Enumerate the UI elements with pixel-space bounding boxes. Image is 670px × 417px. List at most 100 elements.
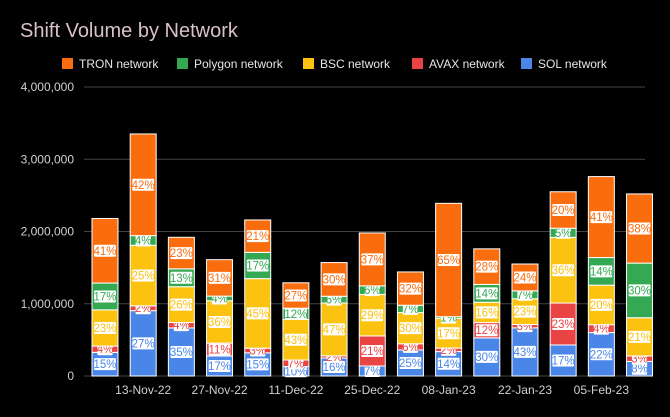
data-label: 6% [402, 342, 419, 354]
data-label: 41% [590, 212, 613, 224]
data-label-bg [94, 321, 116, 334]
data-label: 47% [323, 324, 346, 336]
data-label: 28% [475, 262, 498, 274]
bar-stack[interactable]: 35% 4% 26% 13% 23% [167, 236, 195, 377]
x-tick-label: 11-Dec-22 [268, 383, 323, 397]
bar-stack[interactable]: 15% 4% 23% 17% 41% [91, 217, 119, 377]
data-label-bg [170, 298, 193, 311]
y-tick-label: 1,000,000 [21, 297, 75, 311]
data-label: 6% [326, 295, 343, 307]
bar-stack[interactable]: 17%11%36%4%31% [206, 259, 234, 377]
bar-stack[interactable]: 16%2%47%6%30% [320, 262, 348, 377]
legend-item[interactable]: BSC network [303, 57, 391, 71]
data-label-bg [514, 305, 536, 318]
data-label: 43% [284, 335, 307, 347]
data-label: 30% [475, 352, 498, 364]
data-label-bg [475, 287, 498, 300]
data-label-bg [132, 337, 155, 350]
data-label: 4% [173, 320, 190, 332]
data-label: 15% [93, 359, 116, 371]
data-label-bg [170, 271, 193, 284]
data-label-bg [323, 273, 345, 286]
legend-item[interactable]: Polygon network [177, 57, 284, 71]
data-label: 6% [364, 285, 381, 297]
data-label: 21% [246, 231, 269, 243]
data-label-bg [590, 348, 613, 361]
data-label: 7% [517, 290, 534, 302]
data-label: 12% [284, 309, 307, 321]
y-tick-label: 3,000,000 [21, 152, 75, 166]
data-label-bg [246, 358, 269, 371]
x-tick-label: 05-Feb-23 [574, 383, 630, 397]
data-label-bg [437, 327, 460, 340]
data-label: 17% [437, 328, 460, 340]
data-label-bg [246, 230, 269, 243]
legend-label: Polygon network [194, 57, 284, 71]
bar-stack[interactable]: 7% 21% 29% 6% 37% [358, 232, 386, 378]
data-label-bg [593, 322, 609, 335]
data-label: 36% [552, 265, 575, 277]
data-label: 31% [208, 273, 231, 285]
data-label-bg [552, 318, 575, 331]
bar-stack[interactable]: 8%3% 21% 30% 38% [626, 193, 654, 377]
data-label-bg [475, 306, 498, 319]
data-label: 17% [246, 261, 269, 273]
data-label: 12% [475, 325, 498, 337]
data-label: 7% [364, 366, 381, 378]
data-label: 20% [590, 300, 613, 312]
data-label: 14% [475, 288, 498, 300]
y-tick-label: 0 [67, 369, 74, 383]
data-label-bg [514, 271, 536, 284]
data-label-bg [475, 350, 498, 363]
data-label: 21% [628, 332, 651, 344]
data-label: 27% [284, 291, 307, 303]
data-label: 3% [631, 354, 648, 366]
data-label: 30% [323, 274, 346, 286]
bar-stack[interactable]: 22% 4% 20% 14% 41% [587, 176, 615, 377]
data-label: 29% [361, 310, 384, 322]
x-tick-label: 27-Nov-22 [192, 383, 248, 397]
data-label-bg [208, 271, 231, 284]
bar-stack[interactable]: 25% 6% 30% 7% 32% [396, 271, 424, 377]
data-label: 45% [246, 308, 269, 320]
bar-stack[interactable]: 43%3%23%7%24% [511, 263, 539, 377]
data-label: 4% [135, 235, 152, 247]
data-label: 41% [93, 246, 116, 258]
y-tick-label: 4,000,000 [21, 80, 75, 94]
data-label: 10% [284, 366, 307, 378]
data-label: 20% [552, 205, 575, 217]
data-label-bg [555, 226, 571, 239]
y-tick-label: 2,000,000 [21, 225, 75, 239]
axis-layer: 0 1,000,000 2,000,000 3,000,000 4,000,000 13-… [21, 80, 630, 397]
data-label: 32% [399, 284, 422, 296]
data-label-bg [94, 244, 116, 257]
data-label: 16% [323, 362, 346, 374]
data-label-bg [437, 254, 460, 267]
bar-stack[interactable]: 17% 23% 36% 5% 20% [549, 191, 577, 377]
data-label-bg [552, 264, 575, 277]
data-label-bg [475, 324, 498, 337]
bar-stack[interactable]: 15%3%45%17%21% [244, 219, 272, 377]
bar-stack[interactable]: 14%2%17%1%65% [435, 202, 463, 377]
legend-item[interactable]: AVAX network [412, 57, 506, 71]
data-label-bg [628, 330, 651, 343]
legend-swatch-icon [62, 58, 73, 69]
data-label-bg [590, 211, 613, 224]
data-label-bg [285, 289, 307, 302]
bar-stack[interactable]: 27%2%25%4%42% [129, 133, 157, 377]
data-label-bg [364, 364, 380, 377]
x-tick-label: 08-Jan-23 [422, 383, 476, 397]
data-label: 17% [208, 361, 231, 373]
data-label-bg [399, 356, 422, 369]
data-label: 22% [590, 349, 613, 361]
legend-item[interactable]: SOL network [521, 57, 608, 71]
legend-swatch-icon [412, 58, 423, 69]
legend-swatch-icon [303, 58, 314, 69]
legend[interactable]: TRON network Polygon network BSC network AV… [62, 57, 608, 71]
legend-item[interactable]: TRON network [62, 57, 159, 71]
bar-stack[interactable]: 10%7% 43% 12% 27% [282, 282, 310, 378]
bar-stack[interactable]: 30% 12% 16% 14% 28% [473, 248, 501, 377]
data-label-bg [631, 362, 648, 375]
data-label-bg [208, 360, 231, 373]
data-label: 14% [437, 359, 460, 371]
